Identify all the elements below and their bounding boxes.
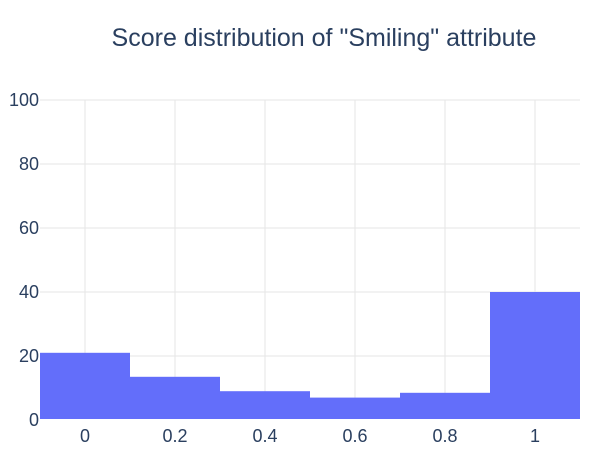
y-tick-label: 40 [19,282,39,302]
axis-layer: 0 20 40 60 80 100 0 0.2 0.4 0.6 0.8 1 [9,90,580,446]
bar-layer [40,292,580,420]
histogram-bar[interactable] [490,292,580,420]
y-tick-label: 0 [29,410,39,430]
histogram-bar[interactable] [40,352,130,420]
x-tick-label: 0.6 [342,426,367,446]
x-tick-label: 0 [80,426,90,446]
x-tick-label: 0.8 [432,426,457,446]
y-tick-label: 80 [19,154,39,174]
chart-title: Score distribution of "Smiling" attribut… [111,24,537,52]
histogram-bar[interactable] [400,392,490,420]
x-tick-label: 1 [530,426,540,446]
y-tick-label: 20 [19,346,39,366]
histogram-bar[interactable] [130,376,220,420]
y-tick-label: 60 [19,218,39,238]
x-tick-label: 0.4 [252,426,277,446]
x-tick-label: 0.2 [162,426,187,446]
histogram-bar[interactable] [220,391,310,420]
y-tick-label: 100 [9,90,39,110]
histogram-bar[interactable] [310,397,400,420]
